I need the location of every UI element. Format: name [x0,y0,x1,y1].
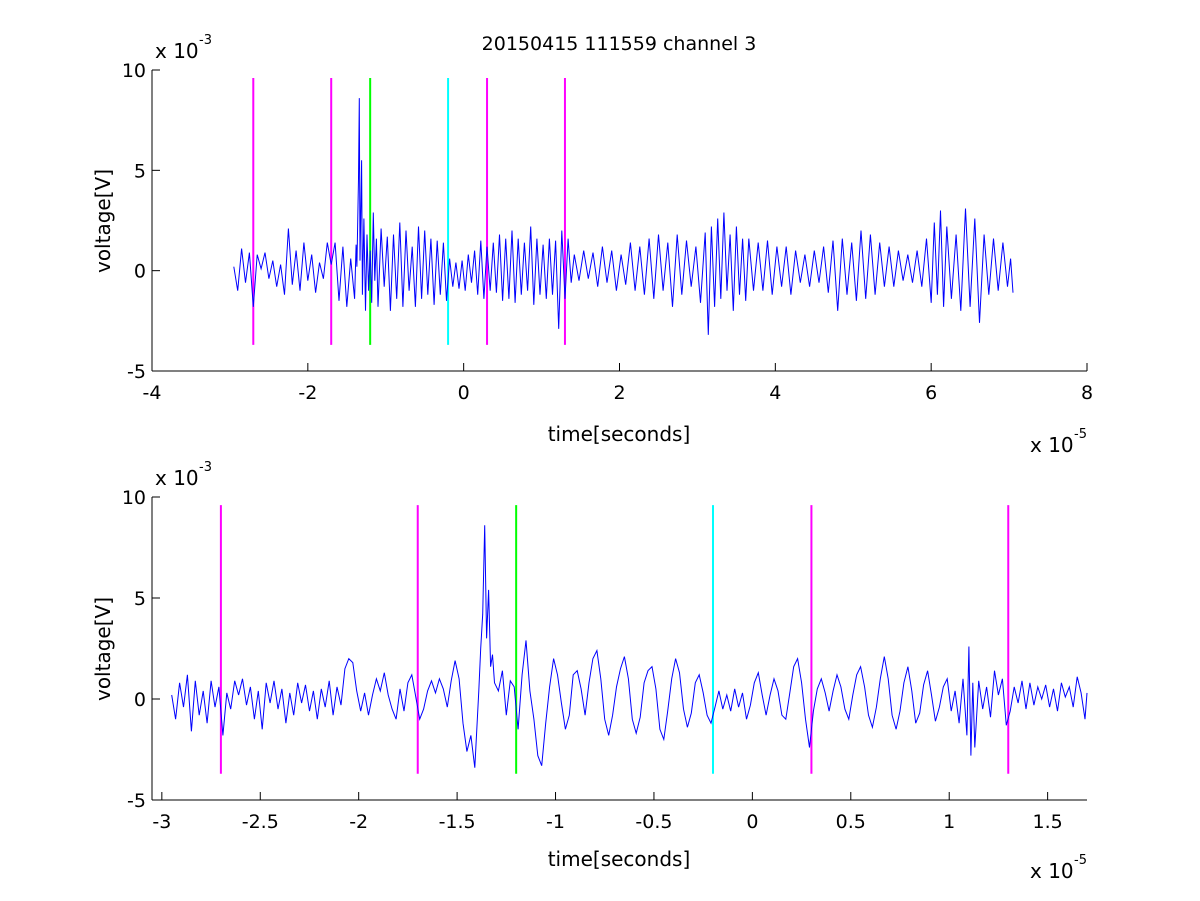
plot-top-ylabel: voltage[V] [91,169,115,273]
plot-bottom-axes-box [152,497,1087,800]
plot-top-x-tick-label-6: 8 [1081,382,1093,404]
plot-top-y-tick-label-0: -5 [127,361,146,383]
plot-bottom: -3 -2.5 -2 -1.5 -1 -0.5 0 0.5 1 1.5 -5 0 5 10 time[s… [91,460,1088,883]
plot-bottom-x-tick-label-1: -2.5 [242,811,279,833]
plot-bottom-x-tick-label-0: -3 [152,811,171,833]
plot-bottom-x-tick-label-7: 0.5 [836,811,866,833]
plot-top-y-exponent: x 10 -3 [155,33,212,63]
plot-bottom-y-exponent-base: x 10 [155,466,199,490]
plot-bottom-y-tick-label-2: 5 [134,588,146,610]
plot-top-x-tick-label-1: -2 [298,382,317,404]
plot-bottom-x-tick-label-9: 1.5 [1033,811,1063,833]
plot-top-x-tick-label-3: 2 [613,382,625,404]
plot-top-x-tick-label-4: 4 [769,382,781,404]
plot-top-x-exponent: x 10 -5 [1030,427,1087,457]
plot-bottom-x-exponent: x 10 -5 [1030,853,1087,883]
plot-bottom-x-tick-label-4: -1 [546,811,565,833]
plot-top: -4 -2 0 2 4 6 8 -5 0 5 10 time[seconds] voltage[V… [91,33,1093,457]
plot-top-y-ticks: -5 0 5 10 [122,60,160,383]
plot-bottom-y-ticks: -5 0 5 10 [122,487,160,812]
plot-top-series-line [233,98,1014,335]
plot-top-x-tick-label-0: -4 [143,382,162,404]
plot-top-x-exponent-power: -5 [1074,427,1087,442]
plot-top-y-tick-label-2: 5 [134,160,146,182]
plot-bottom-xlabel: time[seconds] [548,847,691,871]
plot-top-y-tick-label-3: 10 [122,60,146,82]
plot-bottom-x-exponent-power: -5 [1074,853,1087,868]
plot-bottom-x-ticks: -3 -2.5 -2 -1.5 -1 -0.5 0 0.5 1 1.5 [152,792,1063,833]
plot-bottom-x-exponent-base: x 10 [1030,859,1074,883]
plot-top-x-ticks: -4 -2 0 2 4 6 8 [143,363,1093,404]
plot-bottom-y-tick-label-0: -5 [127,790,146,812]
plot-bottom-x-tick-label-6: 0 [746,811,758,833]
plot-top-y-tick-label-1: 0 [134,261,146,283]
plot-top-y-exponent-power: -3 [199,33,212,48]
plot-bottom-ylabel: voltage[V] [91,597,115,701]
plot-top-x-tick-label-5: 6 [925,382,937,404]
plot-bottom-x-tick-label-3: -1.5 [439,811,476,833]
plot-bottom-y-exponent-power: -3 [199,460,212,475]
plot-bottom-y-tick-label-3: 10 [122,487,146,509]
plot-bottom-x-tick-label-2: -2 [349,811,368,833]
plot-bottom-x-tick-label-8: 1 [943,811,955,833]
plot-bottom-y-tick-label-1: 0 [134,689,146,711]
plot-bottom-x-tick-label-5: -0.5 [635,811,672,833]
plot-bottom-series-line [171,525,1088,768]
plot-top-y-exponent-base: x 10 [155,39,199,63]
plot-top-x-tick-label-2: 0 [458,382,470,404]
plot-bottom-y-exponent: x 10 -3 [155,460,212,490]
figure-title: 20150415 111559 channel 3 [482,33,757,55]
plot-top-xlabel: time[seconds] [548,422,691,446]
plot-top-x-exponent-base: x 10 [1030,433,1074,457]
plot-top-axes-box [152,70,1087,371]
